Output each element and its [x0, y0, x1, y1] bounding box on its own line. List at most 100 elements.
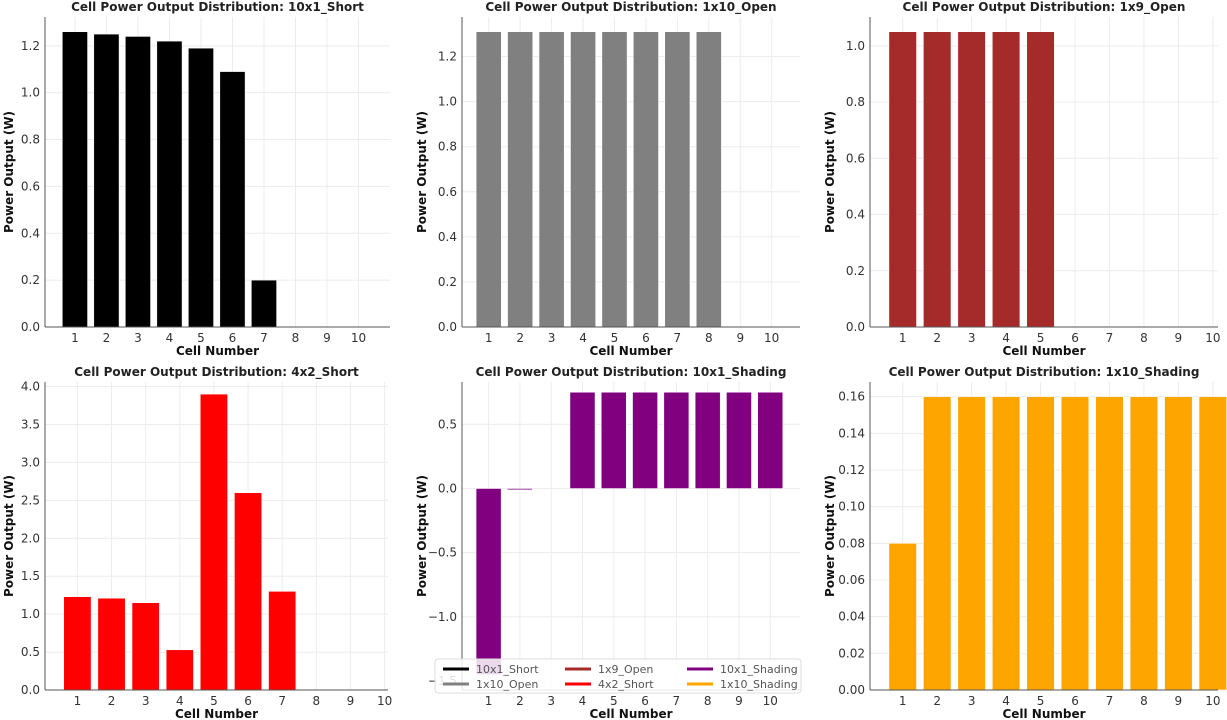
bar-cell-10 [1198, 396, 1227, 691]
y-tick-label: 1.0 [21, 607, 40, 621]
x-tick-label: 9 [1175, 331, 1183, 345]
y-tick-label: 0.8 [438, 140, 457, 154]
x-tick-label: 6 [1071, 331, 1079, 345]
bar-cell-6 [633, 31, 659, 328]
y-tick-label: 2.0 [21, 531, 40, 545]
y-tick-label: 0.0 [21, 320, 40, 334]
bar-cell-4 [165, 649, 194, 691]
bar-cell-1 [888, 543, 917, 691]
y-tick-label: 3.0 [21, 455, 40, 469]
x-tick-label: 1 [899, 694, 907, 708]
legend: 10x1_Short 1x10_Open 1x9_Open 4x2_Short 10x1… [434, 658, 802, 694]
bar-cell-4 [570, 31, 596, 328]
x-tick-label: 7 [1106, 331, 1114, 345]
bar-cell-1 [888, 31, 917, 328]
x-tick-label: 9 [735, 694, 743, 708]
x-tick-label: 5 [197, 331, 205, 345]
y-tick-label: 0.0 [438, 482, 457, 496]
y-tick-label: 0.2 [846, 264, 865, 278]
x-tick-label: 2 [103, 331, 111, 345]
bar-cell-3 [957, 396, 986, 691]
bar-cell-5 [601, 31, 628, 328]
bar-cell-3 [125, 36, 151, 328]
y-axis-label: Power Output (W) [2, 111, 16, 233]
bar-cell-3 [538, 31, 565, 328]
bar-cell-6 [632, 392, 658, 489]
x-tick-label: 1 [899, 331, 907, 345]
y-tick-label: 0.02 [838, 646, 865, 660]
legend-entry-label: 10x1_Short [476, 663, 539, 676]
x-tick-label: 3 [547, 694, 555, 708]
x-tick-label: 7 [278, 694, 286, 708]
legend-entry-label: 1x9_Open [598, 663, 653, 676]
y-tick-label: 0.08 [838, 536, 865, 550]
x-tick-label: 8 [1140, 694, 1148, 708]
x-tick-label: 5 [1037, 331, 1045, 345]
bar-cell-3 [131, 602, 160, 691]
y-tick-label: 1.0 [846, 39, 865, 53]
y-axis-label: Power Output (W) [415, 111, 429, 233]
bar-cell-2 [507, 488, 533, 491]
x-tick-label: 5 [1037, 694, 1045, 708]
bar-cell-1 [63, 596, 92, 691]
bar-cell-5 [1026, 31, 1055, 328]
y-tick-label: 0.0 [846, 320, 865, 334]
bar-cell-1 [62, 31, 88, 328]
bar-cell-6 [219, 71, 246, 328]
x-tick-label: 3 [134, 331, 142, 345]
y-tick-label: 0.16 [838, 390, 865, 404]
bar-cell-10 [757, 392, 784, 489]
y-axis-label: Power Output (W) [415, 475, 429, 597]
x-tick-label: 9 [347, 694, 355, 708]
bar-cell-2 [923, 31, 952, 328]
x-tick-label: 5 [611, 331, 619, 345]
y-axis-label: Power Output (W) [823, 111, 837, 233]
x-tick-label: 10 [351, 331, 366, 345]
y-tick-label: 0.2 [21, 273, 40, 287]
y-tick-label: 0.6 [438, 185, 457, 199]
bar-cell-4 [569, 392, 596, 489]
bar-cell-7 [251, 279, 277, 328]
x-tick-label: 6 [641, 694, 649, 708]
x-tick-label: 1 [485, 694, 493, 708]
x-tick-label: 4 [1002, 331, 1010, 345]
legend-entry-label: 10x1_Shading [720, 663, 798, 676]
x-tick-label: 10 [377, 694, 392, 708]
x-tick-label: 1 [485, 331, 493, 345]
subplot-2: 0.0 0.2 0.4 0.6 0.8 1.0 1.2 1 2 3 4 5 6 7 8 9 10 Cell Pow… [415, 0, 800, 358]
y-tick-label: 1.0 [438, 95, 457, 109]
x-tick-label: 6 [1071, 694, 1079, 708]
x-tick-label: 9 [736, 331, 744, 345]
x-tick-label: 8 [705, 331, 713, 345]
legend-entry-label: 1x10_Open [476, 678, 538, 691]
x-tick-label: 2 [516, 694, 524, 708]
x-tick-label: 7 [673, 694, 681, 708]
x-tick-label: 5 [610, 694, 618, 708]
y-tick-label: 0.04 [838, 610, 865, 624]
y-tick-label: 0.10 [838, 500, 865, 514]
x-axis-label: Cell Number [1002, 344, 1085, 358]
chart-title: Cell Power Output Distribution: 1x10_Ope… [485, 0, 776, 15]
y-tick-label: 0.06 [838, 573, 865, 587]
x-tick-label: 6 [229, 331, 237, 345]
bar-cell-8 [1129, 396, 1158, 691]
x-axis-label: Cell Number [176, 344, 259, 358]
y-tick-label: 0.14 [838, 426, 865, 440]
y-tick-label: 0.0 [438, 320, 457, 334]
x-tick-label: 7 [260, 331, 268, 345]
bar-cell-8 [694, 392, 721, 489]
x-tick-label: 2 [933, 694, 941, 708]
y-tick-label: 0.5 [21, 645, 40, 659]
y-tick-label: 0.2 [438, 275, 457, 289]
bar-cell-4 [992, 396, 1021, 691]
x-tick-label: 10 [1205, 694, 1220, 708]
x-tick-label: 3 [968, 331, 976, 345]
y-tick-label: 2.5 [21, 493, 40, 507]
x-tick-label: 4 [579, 694, 587, 708]
x-tick-label: 5 [210, 694, 218, 708]
x-tick-label: 4 [176, 694, 184, 708]
y-tick-label: 1.2 [21, 39, 40, 53]
x-tick-label: 6 [244, 694, 252, 708]
y-tick-label: −0.5 [428, 546, 457, 560]
